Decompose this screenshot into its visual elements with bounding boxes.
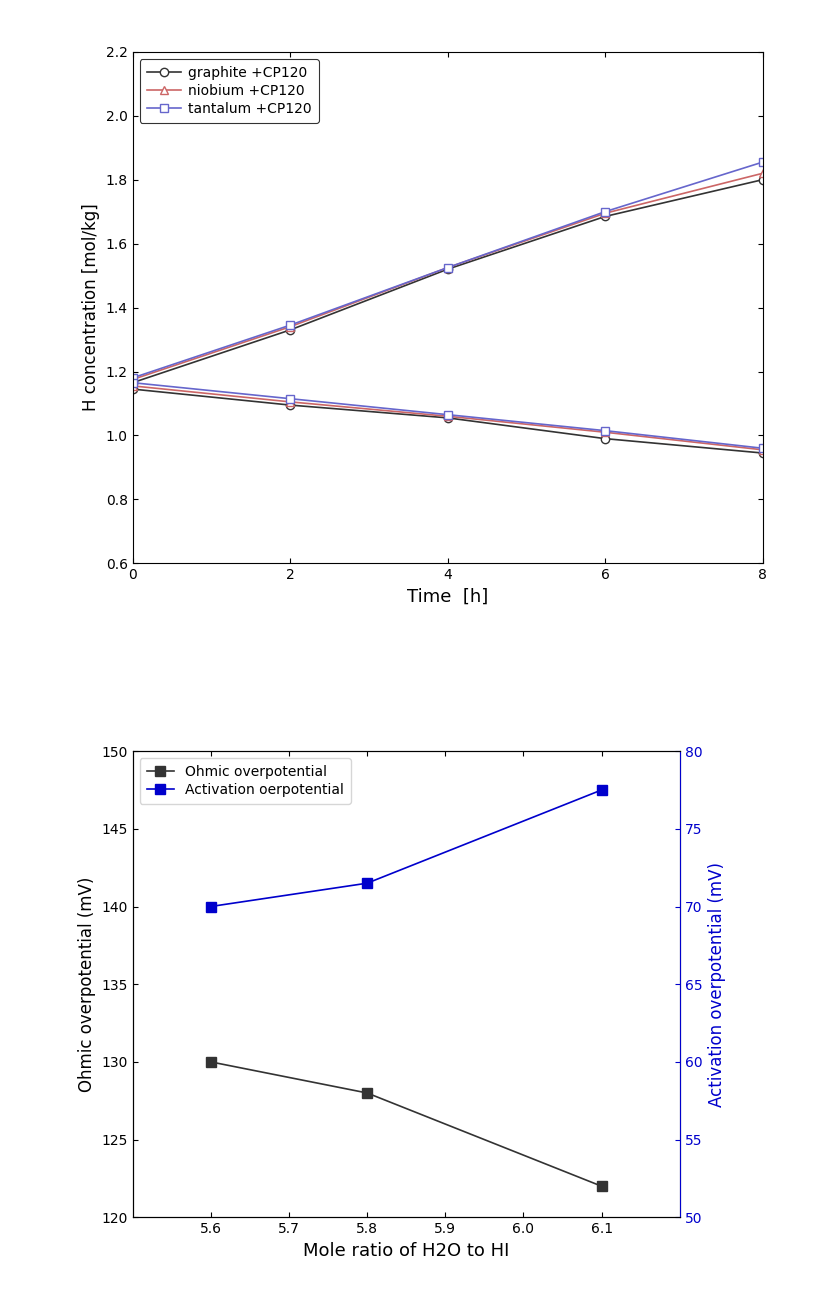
tantalum +CP120 <box>285 317 295 333</box>
Legend: Ohmic overpotential, Activation oerpotential: Ohmic overpotential, Activation oerpoten… <box>139 758 351 804</box>
X-axis label: Mole ratio of H2O to HI: Mole ratio of H2O to HI <box>303 1242 508 1260</box>
graphite +CP120 <box>285 322 295 338</box>
niobium +CP120 <box>757 166 767 181</box>
tantalum +CP120 <box>128 370 137 386</box>
Legend: graphite +CP120, niobium +CP120, tantalum +CP120: graphite +CP120, niobium +CP120, tantalu… <box>139 58 319 123</box>
Line: Activation oerpotential: Activation oerpotential <box>205 785 606 912</box>
Ohmic overpotential <box>596 1178 606 1194</box>
graphite +CP120 <box>599 208 609 224</box>
graphite +CP120 <box>442 262 452 277</box>
Line: niobium +CP120: niobium +CP120 <box>128 170 766 383</box>
Activation oerpotential <box>205 899 215 914</box>
X-axis label: Time  [h]: Time [h] <box>407 588 488 606</box>
tantalum +CP120 <box>442 260 452 276</box>
Ohmic overpotential <box>362 1085 372 1101</box>
graphite +CP120 <box>757 172 767 188</box>
niobium +CP120 <box>599 206 609 221</box>
Y-axis label: Activation overpotential (mV): Activation overpotential (mV) <box>707 861 725 1107</box>
Y-axis label: Ohmic overpotential (mV): Ohmic overpotential (mV) <box>78 877 96 1092</box>
Line: graphite +CP120: graphite +CP120 <box>128 176 766 387</box>
Activation oerpotential <box>362 875 372 891</box>
tantalum +CP120 <box>757 154 767 170</box>
graphite +CP120 <box>128 376 137 391</box>
Y-axis label: H concentration [mol/kg]: H concentration [mol/kg] <box>82 203 100 412</box>
niobium +CP120 <box>442 260 452 276</box>
Line: Ohmic overpotential: Ohmic overpotential <box>205 1057 606 1191</box>
tantalum +CP120 <box>599 203 609 219</box>
Activation oerpotential <box>596 782 606 798</box>
Line: tantalum +CP120: tantalum +CP120 <box>128 158 766 382</box>
Ohmic overpotential <box>205 1054 215 1070</box>
niobium +CP120 <box>128 372 137 387</box>
niobium +CP120 <box>285 319 295 334</box>
